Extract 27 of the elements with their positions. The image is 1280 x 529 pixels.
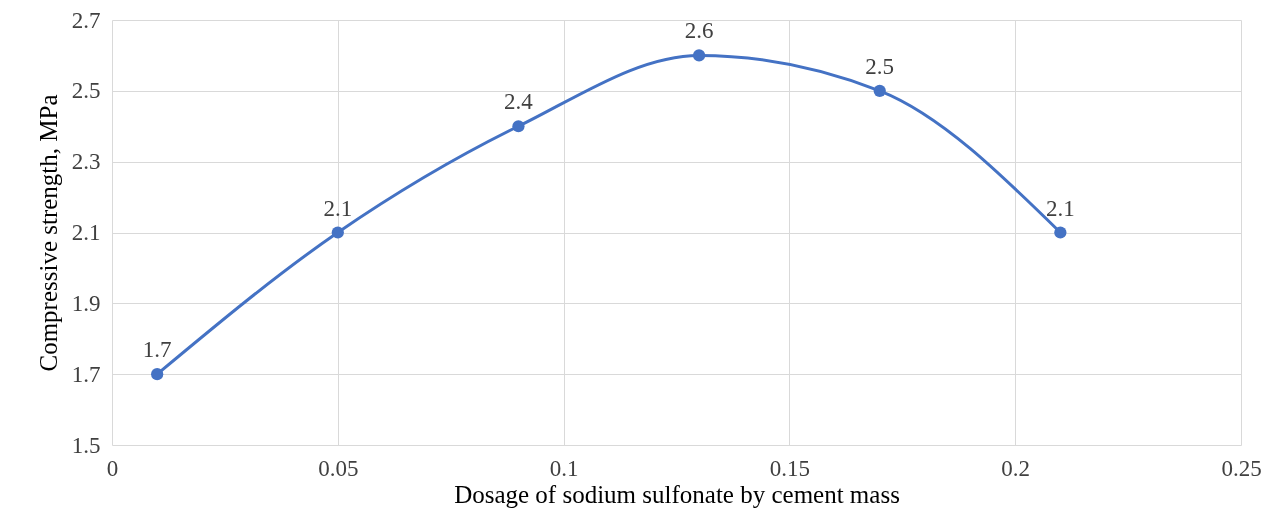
x-axis-title: Dosage of sodium sulfonate by cement mass xyxy=(454,480,900,508)
point xyxy=(692,49,706,62)
point xyxy=(1054,226,1067,239)
data-label: 1.7 xyxy=(142,337,172,363)
y-tick-label: 2.3 xyxy=(71,149,101,175)
y-tick-label: 1.9 xyxy=(71,290,101,316)
data-label: 2.6 xyxy=(684,18,714,44)
y-tick-label: 2.7 xyxy=(71,7,101,33)
y-tick-label: 1.5 xyxy=(71,432,101,458)
x-tick-label: 0.15 xyxy=(769,455,811,481)
x-tick-label: 0 xyxy=(106,455,119,481)
data-label: 2.4 xyxy=(504,89,534,115)
x-tick-label: 0.2 xyxy=(1001,455,1031,481)
x-tick-label: 0.25 xyxy=(1221,455,1262,481)
y-tick-label: 1.7 xyxy=(71,361,101,387)
point xyxy=(873,84,886,97)
data-label: 2.1 xyxy=(1045,195,1075,221)
point xyxy=(512,120,525,133)
data-label: 2.1 xyxy=(323,195,353,221)
y-tick-label: 2.5 xyxy=(71,78,101,104)
y-tick-label: 2.1 xyxy=(71,220,101,245)
data-label: 2.5 xyxy=(865,53,895,79)
x-tick-label: 0.1 xyxy=(549,455,579,481)
point xyxy=(151,368,164,381)
y-axis-title: Compressive strength, MPa xyxy=(34,94,62,372)
x-tick-label: 0.05 xyxy=(318,455,359,481)
point xyxy=(331,226,344,239)
